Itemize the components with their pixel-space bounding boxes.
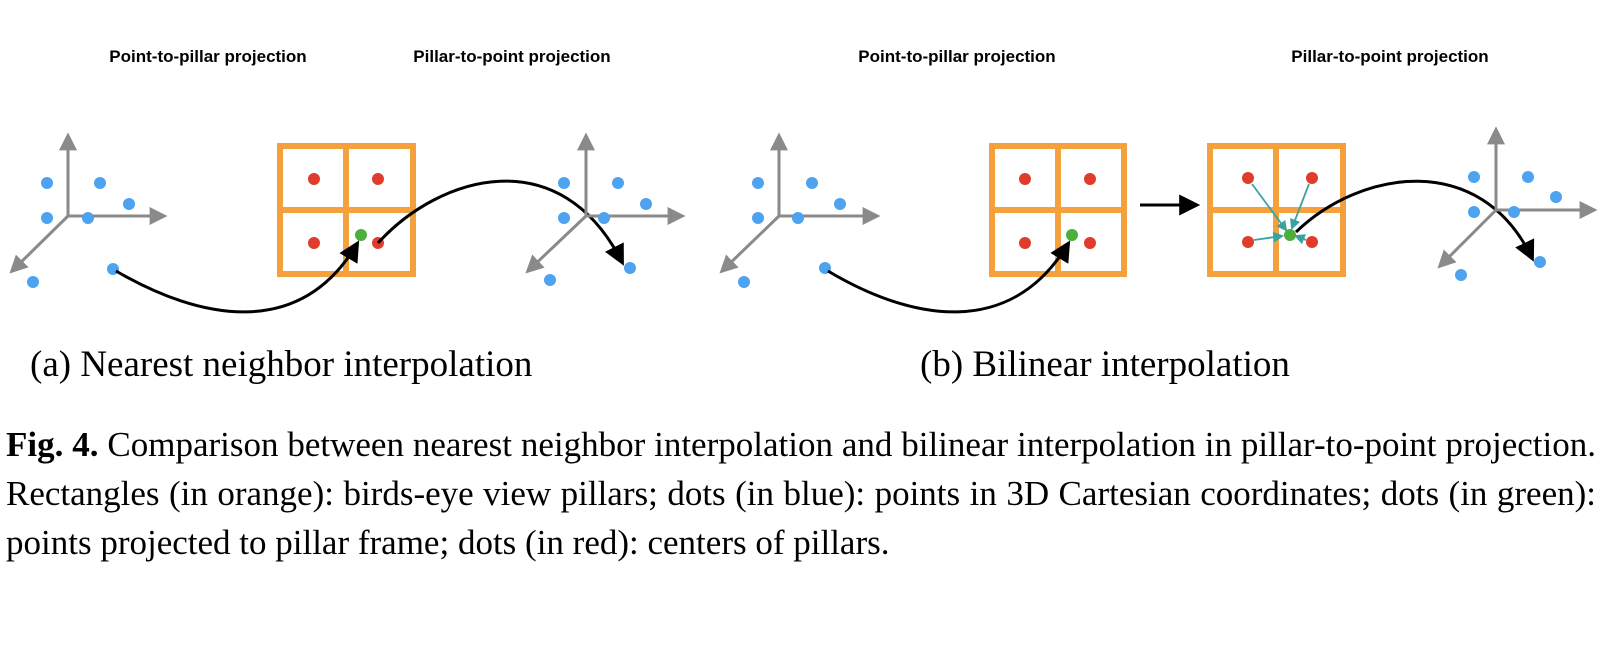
points-b-right	[1455, 171, 1562, 281]
figure-diagram: Point-to-pillar projection Pillar-to-poi…	[9, 47, 1598, 385]
curve-a-pillar-to-point	[376, 179, 624, 266]
axes-b-left	[719, 132, 881, 274]
points-a-right	[544, 177, 652, 286]
axes-a-right	[525, 132, 686, 274]
header-b-pillar-to-point: Pillar-to-point projection	[1291, 47, 1488, 66]
subcaption-a: (a) Nearest neighbor interpolation	[30, 344, 532, 385]
figure-label: Fig. 4.	[6, 425, 99, 464]
pillar-grid-b-right	[1207, 143, 1346, 277]
curve-a-point-to-pillar	[115, 240, 360, 314]
header-a-pillar-to-point: Pillar-to-point projection	[413, 47, 610, 66]
axes-b-right	[1437, 126, 1598, 269]
pillar-grid-a	[277, 143, 416, 277]
axes-a-left	[9, 132, 168, 274]
pillar-grid-b-left	[989, 143, 1127, 277]
subcaption-b: (b) Bilinear interpolation	[920, 344, 1290, 385]
header-a-point-to-pillar: Point-to-pillar projection	[109, 47, 306, 66]
figure-caption-text: Comparison between nearest neighbor inte…	[6, 425, 1597, 562]
curve-b-point-to-pillar	[827, 240, 1071, 314]
curve-b-pillar-to-point	[1294, 179, 1535, 262]
header-b-point-to-pillar: Point-to-pillar projection	[858, 47, 1055, 66]
figure-caption: Fig. 4. Comparison between nearest neigh…	[6, 420, 1596, 567]
